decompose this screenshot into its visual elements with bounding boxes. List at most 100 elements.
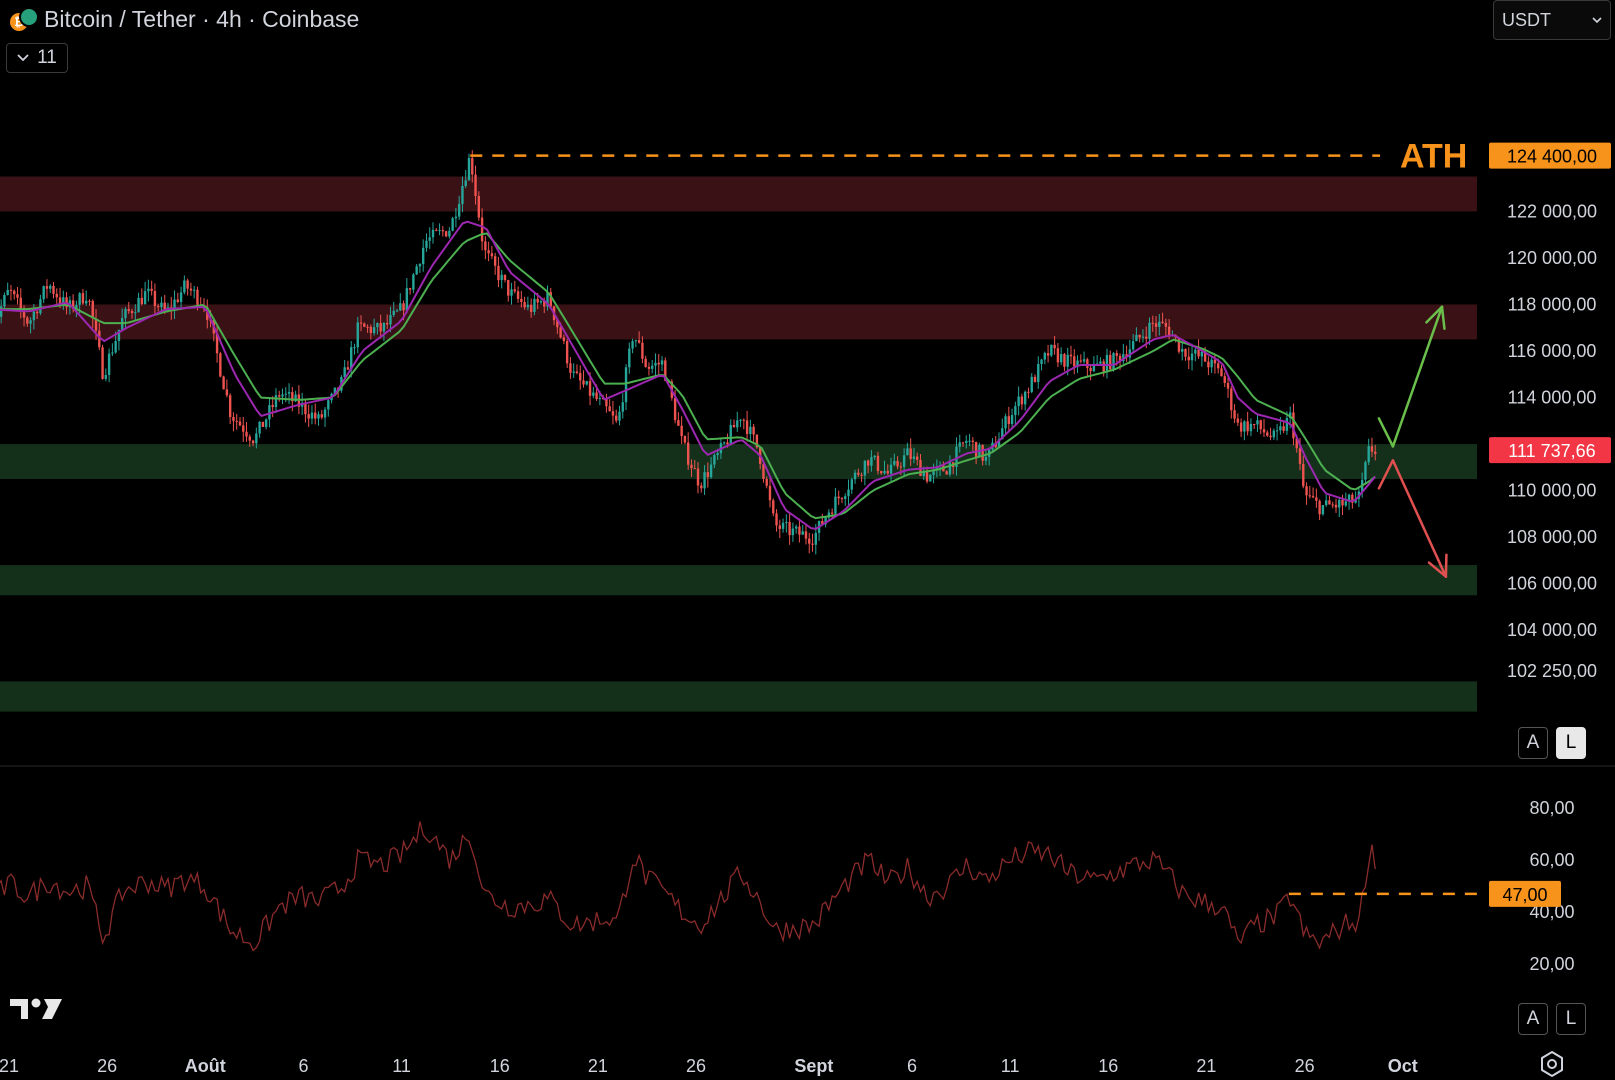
candle-body — [1197, 349, 1200, 357]
candle-body — [700, 485, 703, 489]
candle-body — [847, 489, 850, 497]
candle-body — [6, 289, 9, 296]
candle-body — [765, 478, 768, 486]
candle-body — [644, 358, 647, 367]
candle-body — [811, 543, 814, 545]
candle-body — [1167, 326, 1171, 337]
candle-body — [1154, 323, 1158, 327]
candle-body — [536, 298, 539, 303]
scenario-arrow-up — [1377, 305, 1446, 448]
candle-body — [1010, 415, 1014, 425]
candle-body — [1112, 353, 1115, 370]
candle-body — [912, 456, 916, 460]
candle-body — [225, 389, 229, 396]
arrow-head — [1425, 305, 1444, 324]
candle-body — [1089, 368, 1092, 372]
candle-body — [127, 309, 130, 311]
candle-body — [219, 353, 222, 377]
candle-body — [673, 397, 677, 421]
candle-body — [189, 288, 193, 291]
price-axis-label: 102 250,00 — [1507, 661, 1597, 681]
candle-body — [569, 363, 572, 373]
candle-body — [1233, 410, 1236, 419]
candle-body — [503, 274, 507, 280]
candle-body — [366, 326, 369, 328]
candle-body — [1027, 391, 1030, 393]
candle-body — [1344, 501, 1348, 506]
candle-body — [781, 522, 785, 529]
candle-body — [140, 297, 144, 305]
time-axis-label: 26 — [686, 1056, 706, 1076]
price-axis-label: 106 000,00 — [1507, 574, 1597, 594]
candle-body — [179, 292, 183, 302]
candle-body — [457, 203, 461, 217]
time-axis-label: 26 — [1295, 1056, 1315, 1076]
rsi-auto-scale-button[interactable]: A — [1518, 1003, 1548, 1035]
settings-gear-icon[interactable] — [1538, 1050, 1566, 1078]
candle-body — [1158, 321, 1161, 327]
candle-body — [444, 231, 448, 237]
candle-body — [480, 217, 484, 242]
candle-body — [493, 256, 497, 266]
candle-body — [1259, 420, 1262, 430]
candle-body — [147, 288, 150, 292]
candle-body — [749, 426, 752, 435]
price-auto-scale-button[interactable]: A — [1518, 727, 1548, 759]
candle-body — [1059, 354, 1063, 363]
candle-body — [91, 300, 94, 319]
ema-fast-line — [0, 220, 1376, 530]
candle-body — [248, 436, 251, 441]
tradingview-logo-icon[interactable] — [10, 995, 62, 1021]
candle-body — [516, 291, 520, 299]
support-zone — [0, 444, 1477, 479]
candle-body — [284, 393, 287, 395]
price-log-scale-button[interactable]: L — [1556, 727, 1586, 759]
candle-body — [745, 420, 749, 435]
resistance-zone — [0, 176, 1477, 212]
candle-body — [104, 374, 108, 379]
candle-body — [62, 297, 65, 304]
candle-body — [726, 442, 729, 445]
candle-body — [124, 309, 127, 319]
candle-body — [762, 463, 765, 479]
candle-body — [1069, 354, 1073, 357]
candle-body — [1324, 500, 1328, 506]
ath-price-value: 124 400,00 — [1507, 147, 1597, 167]
candle-body — [850, 479, 853, 490]
arrow-head — [1440, 305, 1446, 330]
arrow-tail — [1377, 459, 1395, 490]
candle-body — [1177, 337, 1181, 352]
candle-body — [1243, 421, 1246, 432]
candle-body — [1302, 463, 1305, 487]
candle-body — [32, 311, 36, 321]
candle-body — [529, 304, 533, 312]
candle-body — [1092, 363, 1096, 372]
candle-body — [261, 421, 265, 427]
candle-body — [327, 400, 330, 410]
candle-body — [647, 366, 651, 369]
candle-body — [1374, 451, 1377, 454]
price-axis-label: 110 000,00 — [1508, 481, 1597, 501]
rsi-log-scale-button[interactable]: L — [1556, 1003, 1586, 1035]
candle-body — [696, 468, 700, 486]
candle-body — [1285, 418, 1289, 431]
price-axis-label: 114 000,00 — [1508, 388, 1597, 408]
candle-body — [608, 406, 611, 412]
candle-body — [794, 526, 798, 529]
candle-body — [703, 472, 706, 489]
candle-body — [693, 468, 696, 470]
price-axis-label: 122 000,00 — [1507, 201, 1597, 221]
candle-body — [657, 362, 660, 365]
candle-body — [834, 496, 837, 514]
candle-body — [968, 440, 971, 442]
currency-select[interactable]: USDT — [1493, 0, 1611, 40]
candle-body — [1138, 334, 1141, 338]
candle-body — [1217, 363, 1220, 369]
candle-body — [215, 333, 219, 354]
symbol-title[interactable]: Bitcoin / Tether · 4h · Coinbase — [44, 6, 360, 32]
candle-body — [251, 440, 255, 444]
candle-body — [1066, 354, 1069, 367]
indicators-toggle-button[interactable]: 11 — [6, 43, 68, 73]
candle-body — [1351, 494, 1354, 503]
